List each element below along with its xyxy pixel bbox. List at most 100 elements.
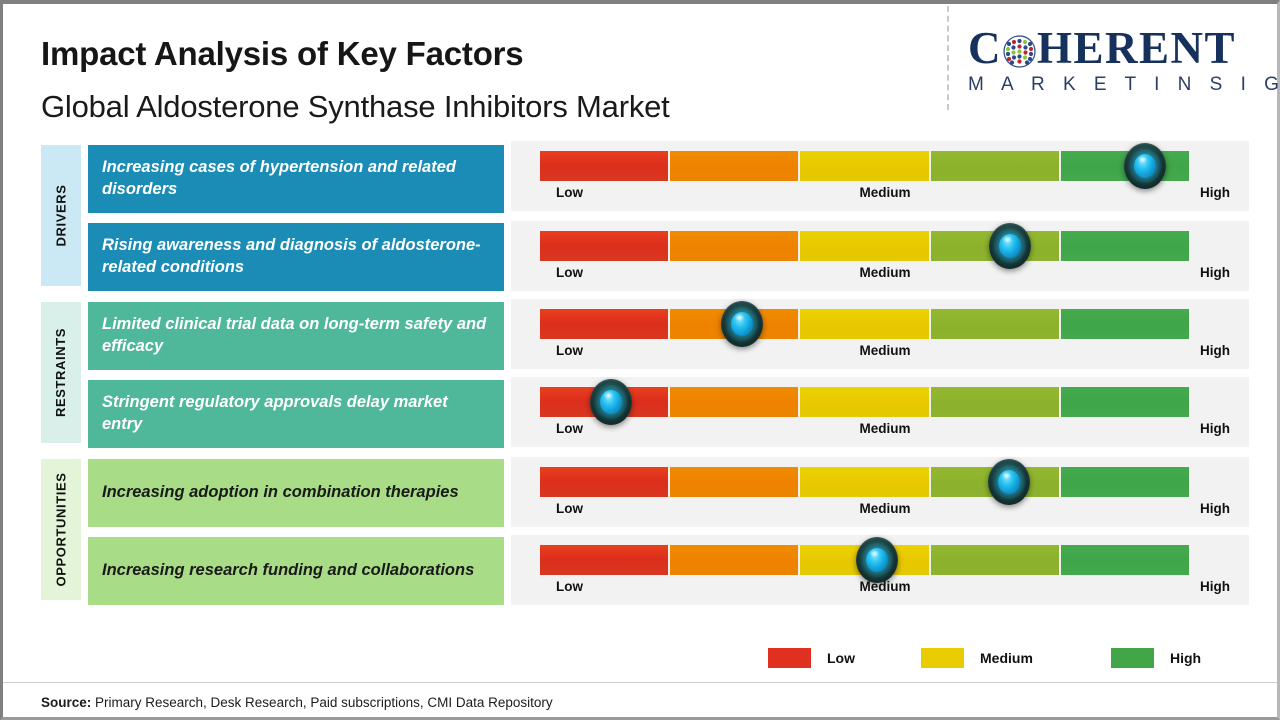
gauge-row: Low Medium High <box>511 535 1249 605</box>
scale-label-high: High <box>1200 421 1230 436</box>
scale-labels: Low Medium High <box>540 501 1230 519</box>
gauge-track <box>540 309 1190 339</box>
segment-low <box>540 231 669 261</box>
scale-labels: Low Medium High <box>540 265 1230 283</box>
segment-low <box>540 545 669 575</box>
segment-medium-high <box>930 467 1059 497</box>
source-label: Source: <box>41 695 92 710</box>
globe-icon <box>1003 29 1036 68</box>
scale-label-high: High <box>1200 343 1230 358</box>
scale-label-low: Low <box>556 579 583 594</box>
segment-medium <box>800 231 929 261</box>
header: Impact Analysis of Key Factors Global Al… <box>3 4 1280 136</box>
factor-box: Limited clinical trial data on long-term… <box>88 302 504 370</box>
source-text: Primary Research, Desk Research, Paid su… <box>91 695 553 710</box>
segment-low <box>540 151 669 181</box>
segment-medium <box>800 545 929 575</box>
scale-label-medium: Medium <box>859 185 911 200</box>
category-tab-restraints: RESTRAINTS <box>41 302 81 443</box>
segment-high <box>1060 545 1190 575</box>
scale-label-medium: Medium <box>859 501 911 516</box>
impact-matrix: DRIVERS RESTRAINTS OPPORTUNITIES Increas… <box>3 136 1277 636</box>
legend-item-medium: Medium <box>921 648 1033 668</box>
scale-label-low: Low <box>556 343 583 358</box>
segment-low <box>540 467 669 497</box>
scale-label-high: High <box>1200 579 1230 594</box>
segment-medium-high <box>930 231 1059 261</box>
segment-medium-high <box>930 387 1059 417</box>
gauge-row: Low Medium High <box>511 221 1249 291</box>
scale-label-medium: Medium <box>859 265 911 280</box>
segment-medium <box>800 387 929 417</box>
segment-medium-high <box>930 151 1059 181</box>
segment-low-medium <box>670 151 799 181</box>
gauge-row: Low Medium High <box>511 457 1249 527</box>
legend-swatch-medium <box>921 648 964 668</box>
scale-label-low: Low <box>556 185 583 200</box>
legend-swatch-high <box>1111 648 1154 668</box>
scale-label-high: High <box>1200 185 1230 200</box>
category-label: RESTRAINTS <box>53 327 69 418</box>
scale-label-low: Low <box>556 265 583 280</box>
scale-label-high: High <box>1200 265 1230 280</box>
factor-text: Stringent regulatory approvals delay mar… <box>102 393 448 433</box>
factor-box: Stringent regulatory approvals delay mar… <box>88 380 504 448</box>
category-tab-drivers: DRIVERS <box>41 145 81 286</box>
segment-high <box>1060 231 1190 261</box>
scale-label-high: High <box>1200 501 1230 516</box>
segment-high <box>1060 309 1190 339</box>
scale-label-medium: Medium <box>859 343 911 358</box>
gauge-row: Low Medium High <box>511 377 1249 447</box>
category-label: OPPORTUNITIES <box>53 472 69 587</box>
legend-label: Medium <box>980 650 1033 666</box>
scale-labels: Low Medium High <box>540 185 1230 203</box>
segment-high <box>1060 151 1190 181</box>
segment-medium-high <box>930 545 1059 575</box>
factor-text: Increasing adoption in combination thera… <box>102 483 459 502</box>
segment-high <box>1060 467 1190 497</box>
logo-word-coherent: HERENT <box>1037 23 1237 73</box>
scale-label-medium: Medium <box>859 579 911 594</box>
gauge-track <box>540 151 1190 181</box>
scale-label-low: Low <box>556 421 583 436</box>
segment-low-medium <box>670 387 799 417</box>
factor-box: Increasing adoption in combination thera… <box>88 459 504 527</box>
segment-medium <box>800 467 929 497</box>
category-tab-opportunities: OPPORTUNITIES <box>41 459 81 600</box>
segment-low-medium <box>670 545 799 575</box>
segment-high <box>1060 387 1190 417</box>
logo-letter-c: C <box>968 23 1002 73</box>
segment-low <box>540 309 669 339</box>
legend-item-low: Low <box>768 648 855 668</box>
segment-low-medium <box>670 231 799 261</box>
category-label: DRIVERS <box>53 184 69 247</box>
source-note: Source: Primary Research, Desk Research,… <box>41 695 553 710</box>
legend-swatch-low <box>768 648 811 668</box>
factor-text: Limited clinical trial data on long-term… <box>102 315 487 355</box>
legend-label: Low <box>827 650 855 666</box>
logo-wordmark: C HERENT <box>968 24 1268 72</box>
logo-tagline: M A R K E T I N S I G H T S <box>968 74 1280 95</box>
footer-divider <box>3 682 1277 683</box>
factor-text: Rising awareness and diagnosis of aldost… <box>102 236 481 276</box>
gauge-track <box>540 387 1190 417</box>
factor-text: Increasing cases of hypertension and rel… <box>102 158 456 198</box>
gauge-track <box>540 467 1190 497</box>
legend-item-high: High <box>1111 648 1201 668</box>
legend-label: High <box>1170 650 1202 666</box>
logo-divider <box>947 6 949 110</box>
scale-labels: Low Medium High <box>540 343 1230 361</box>
factor-box: Increasing cases of hypertension and rel… <box>88 145 504 213</box>
segment-medium <box>800 309 929 339</box>
gauge-row: Low Medium High <box>511 299 1249 369</box>
segment-low-medium <box>670 467 799 497</box>
segment-medium-high <box>930 309 1059 339</box>
segment-low <box>540 387 669 417</box>
scale-label-medium: Medium <box>859 421 911 436</box>
page-subtitle: Global Aldosterone Synthase Inhibitors M… <box>41 89 670 124</box>
factor-text: Increasing research funding and collabor… <box>102 561 475 580</box>
scale-labels: Low Medium High <box>540 421 1230 439</box>
factor-box: Rising awareness and diagnosis of aldost… <box>88 223 504 291</box>
gauge-track <box>540 231 1190 261</box>
